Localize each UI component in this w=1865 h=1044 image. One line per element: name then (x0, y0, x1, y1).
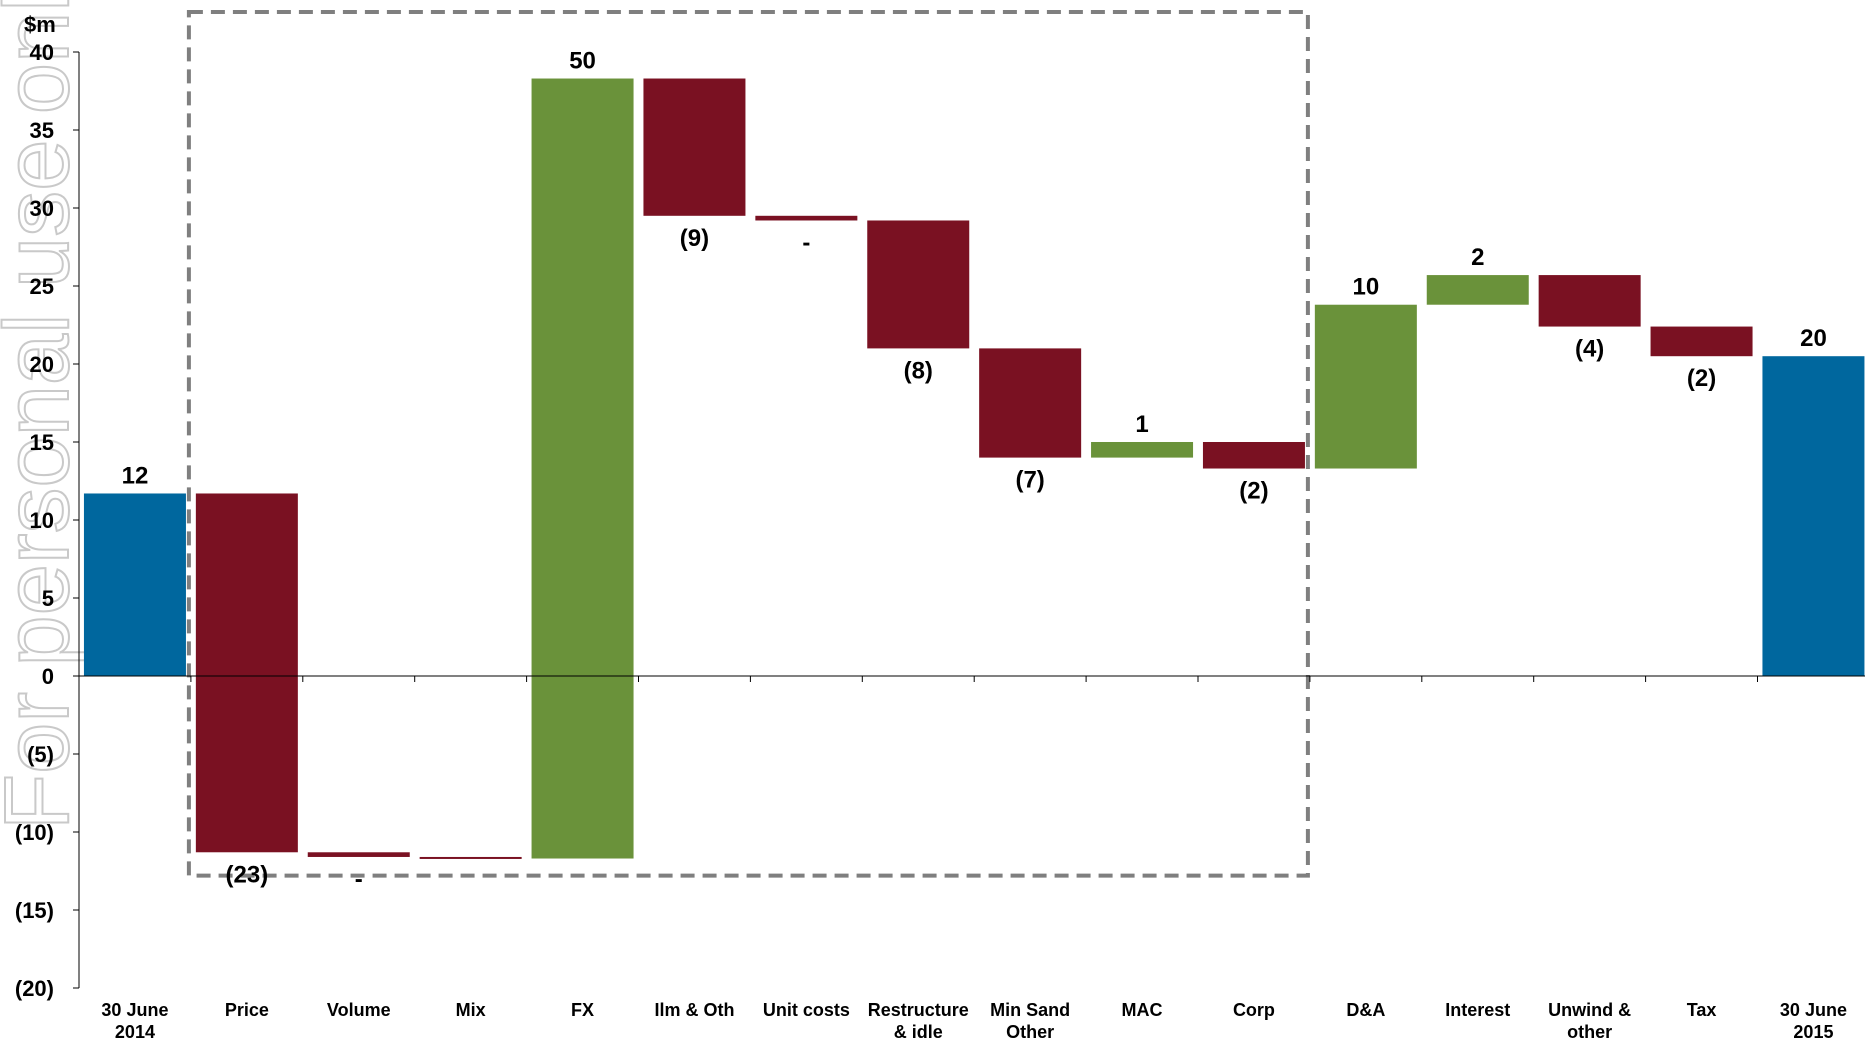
category-label-13-line2: other (1567, 1022, 1612, 1042)
value-label-6: - (802, 229, 810, 256)
category-label-12: Interest (1445, 1000, 1510, 1020)
bar-2 (307, 852, 410, 857)
category-label-7: Restructure (868, 1000, 969, 1020)
bars-layer (83, 78, 1865, 859)
category-label-11: D&A (1346, 1000, 1385, 1020)
value-label-8: (7) (1015, 467, 1044, 494)
value-label-1: (23) (226, 861, 269, 888)
highlight-box (186, 10, 1310, 878)
bar-15 (1762, 356, 1865, 676)
bar-14 (1650, 326, 1753, 357)
bar-6 (755, 215, 858, 221)
category-label-3: Mix (456, 1000, 486, 1020)
bar-4 (531, 78, 634, 859)
value-label-12: 2 (1471, 244, 1484, 271)
bar-13 (1538, 275, 1641, 327)
category-label-4: FX (571, 1000, 594, 1020)
y-tick-label-7: 5 (42, 586, 54, 611)
category-label-14: Tax (1687, 1000, 1717, 1020)
y-tick-label-1: 35 (30, 118, 54, 143)
category-label-5: Ilm & Oth (654, 1000, 734, 1020)
category-label-0: 30 June (101, 1000, 168, 1020)
y-tick-label-12: (20) (15, 976, 54, 1001)
category-label-8-line2: Other (1006, 1022, 1054, 1042)
bar-1 (195, 493, 298, 853)
watermark-text: For personal use only (0, 0, 88, 830)
bar-7 (867, 220, 970, 349)
category-label-2: Volume (327, 1000, 391, 1020)
category-label-8: Min Sand (990, 1000, 1070, 1020)
value-label-9: 1 (1135, 411, 1148, 438)
y-tick-label-5: 15 (30, 430, 54, 455)
y-tick-label-10: (10) (15, 820, 54, 845)
value-label-0: 12 (122, 462, 149, 489)
category-label-1: Price (225, 1000, 269, 1020)
y-tick-label-6: 10 (30, 508, 54, 533)
value-label-14: (2) (1687, 365, 1716, 392)
bar-11 (1314, 304, 1417, 469)
y-tick-label-9: (5) (27, 742, 54, 767)
bar-9 (1091, 442, 1194, 458)
value-label-13: (4) (1575, 336, 1604, 363)
value-label-4: 50 (569, 48, 596, 75)
unit-label: $m (24, 12, 56, 37)
category-label-15-line2: 2015 (1793, 1022, 1833, 1042)
category-label-13: Unwind & (1548, 1000, 1631, 1020)
value-label-7: (8) (904, 357, 933, 384)
category-label-15: 30 June (1780, 1000, 1847, 1020)
y-tick-label-11: (15) (15, 898, 54, 923)
category-label-0-line2: 2014 (115, 1022, 155, 1042)
highlight-box-layer (186, 10, 1310, 878)
y-tick-label-8: 0 (42, 664, 54, 689)
y-tick-label-2: 30 (30, 196, 54, 221)
bar-0 (83, 493, 186, 676)
category-label-9: MAC (1122, 1000, 1163, 1020)
bar-5 (643, 78, 746, 216)
category-label-6: Unit costs (763, 1000, 850, 1020)
bar-3 (419, 856, 522, 859)
y-tick-label-3: 25 (30, 274, 54, 299)
value-label-5: (9) (680, 225, 709, 252)
value-label-11: 10 (1352, 274, 1379, 301)
category-label-7-line2: & idle (894, 1022, 943, 1042)
value-label-2: - (355, 866, 363, 893)
y-tick-label-4: 20 (30, 352, 54, 377)
bar-12 (1426, 275, 1529, 305)
bar-10 (1202, 442, 1305, 469)
watermark: For personal use only (0, 0, 89, 831)
category-label-10: Corp (1233, 1000, 1275, 1020)
value-label-10: (2) (1239, 478, 1268, 505)
value-label-15: 20 (1800, 325, 1827, 352)
axes-layer (73, 51, 1865, 989)
y-tick-label-0: 40 (30, 40, 54, 65)
bar-8 (979, 348, 1082, 458)
